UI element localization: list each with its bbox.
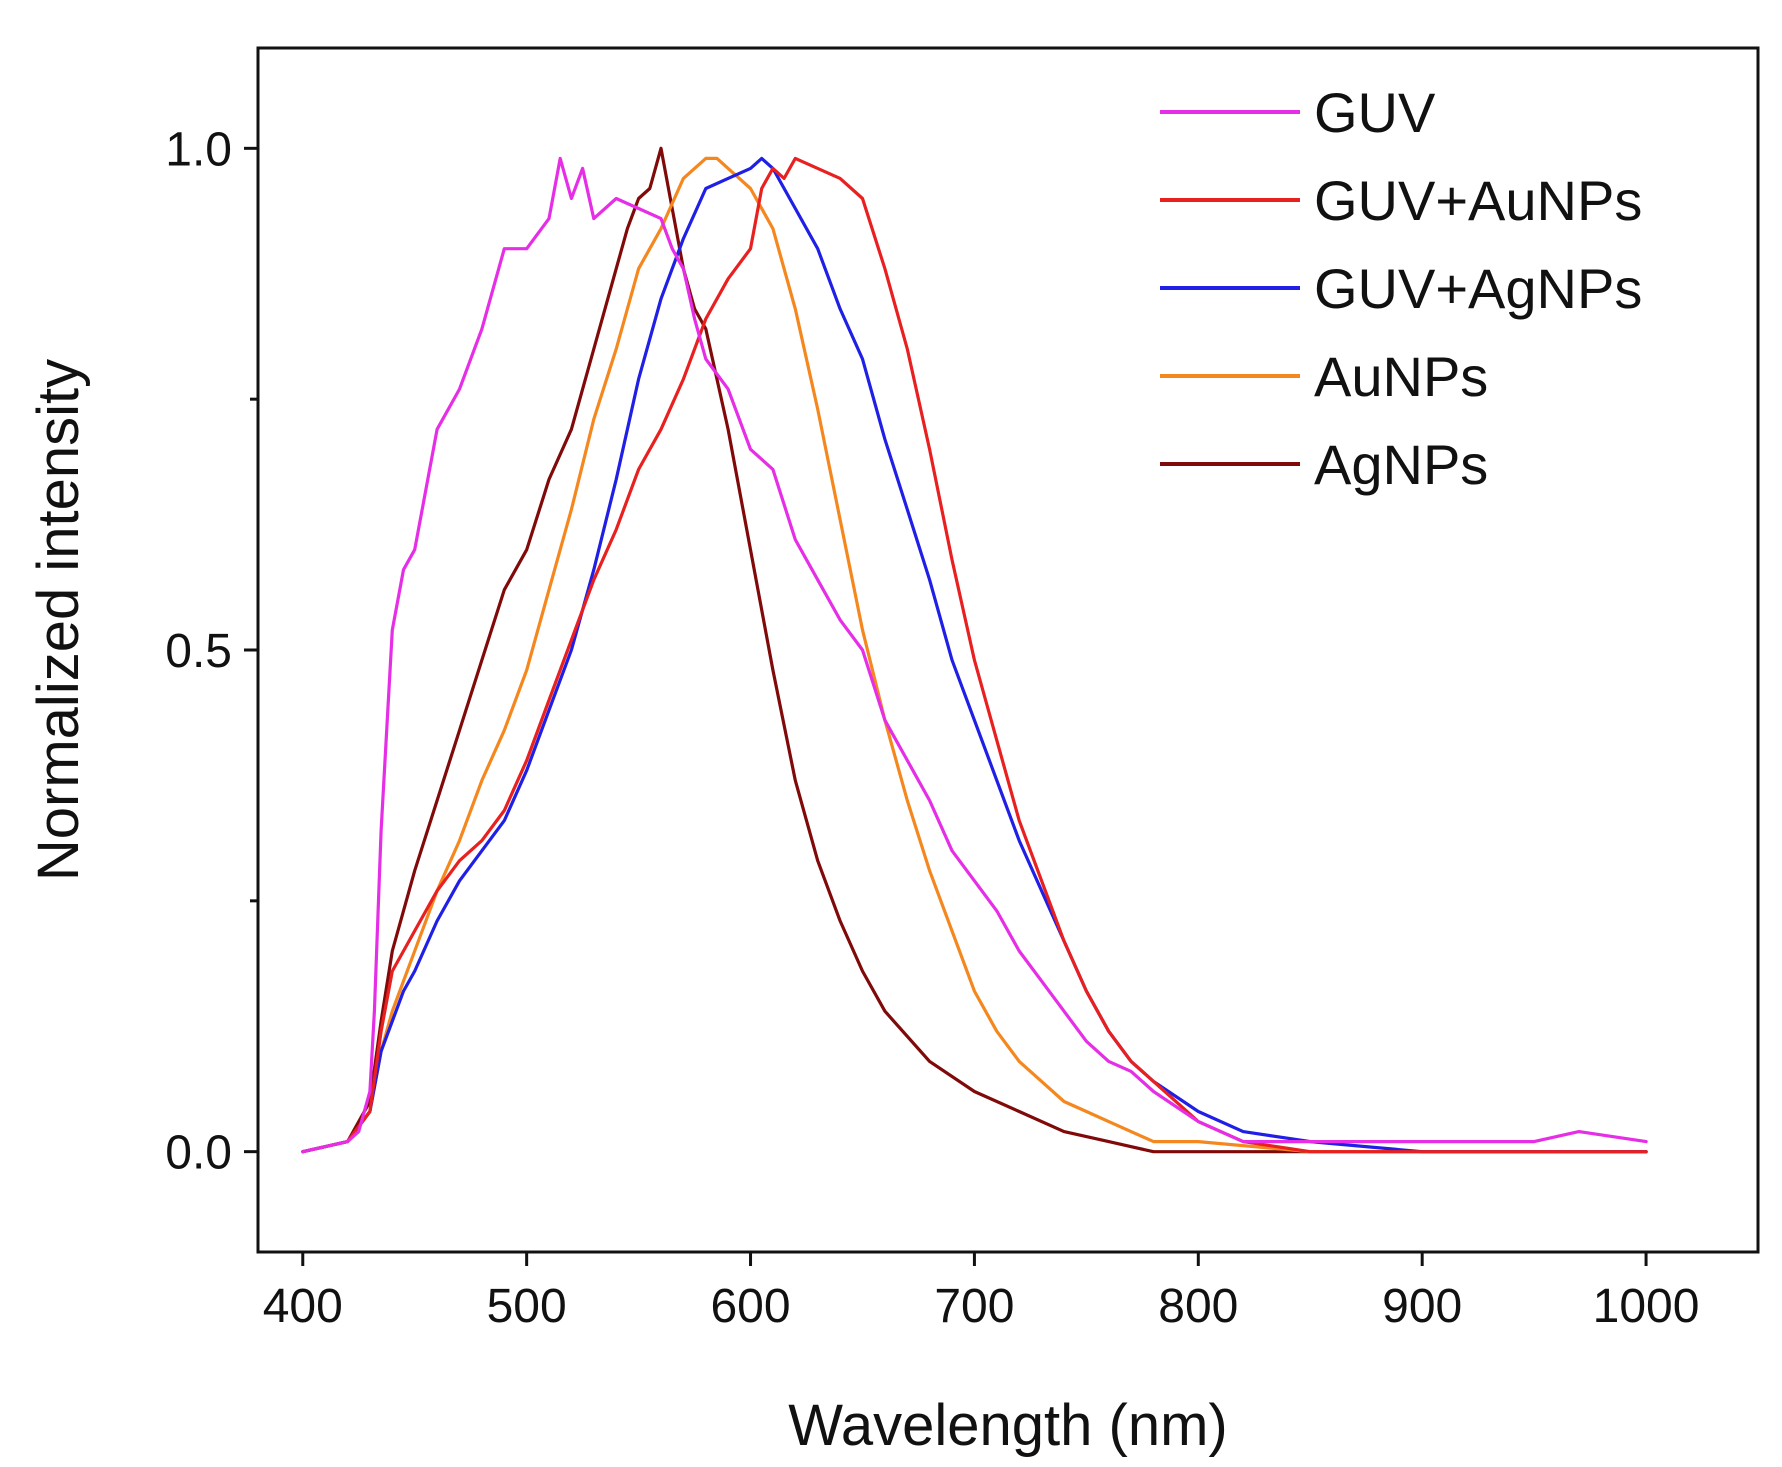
plot-area (301, 146, 1648, 1154)
y-tick-label: 0.0 (165, 1127, 232, 1180)
legend-label-guv-aunps: GUV+AuNPs (1314, 169, 1642, 232)
y-tick-label: 1.0 (165, 123, 232, 176)
legend: GUV GUV+AuNPs GUV+AgNPs AuNPs AgNPs (1160, 81, 1642, 496)
y-axis-title: Normalized intensity (26, 359, 91, 881)
x-tick-label: 500 (487, 1280, 567, 1333)
x-tick-label: 600 (710, 1280, 790, 1333)
x-axis: 400 500 600 700 800 900 1000 (263, 1252, 1700, 1333)
x-tick-label: 1000 (1593, 1280, 1700, 1333)
series-line-guv-aunps (301, 156, 1648, 1154)
series-line-aunps (301, 156, 1648, 1154)
x-tick-label: 400 (263, 1280, 343, 1333)
legend-label-aunps: AuNPs (1314, 345, 1488, 408)
x-tick-label: 700 (934, 1280, 1014, 1333)
series-line-guv (301, 156, 1648, 1154)
x-axis-title: Wavelength (nm) (788, 1393, 1227, 1458)
y-tick-label: 0.5 (165, 625, 232, 678)
x-tick-label: 800 (1158, 1280, 1238, 1333)
y-axis: 0.0 0.5 1.0 (165, 123, 258, 1180)
legend-label-guv: GUV (1314, 81, 1436, 144)
legend-label-guv-agnps: GUV+AgNPs (1314, 257, 1642, 320)
legend-label-agnps: AgNPs (1314, 433, 1488, 496)
x-tick-label: 900 (1382, 1280, 1462, 1333)
